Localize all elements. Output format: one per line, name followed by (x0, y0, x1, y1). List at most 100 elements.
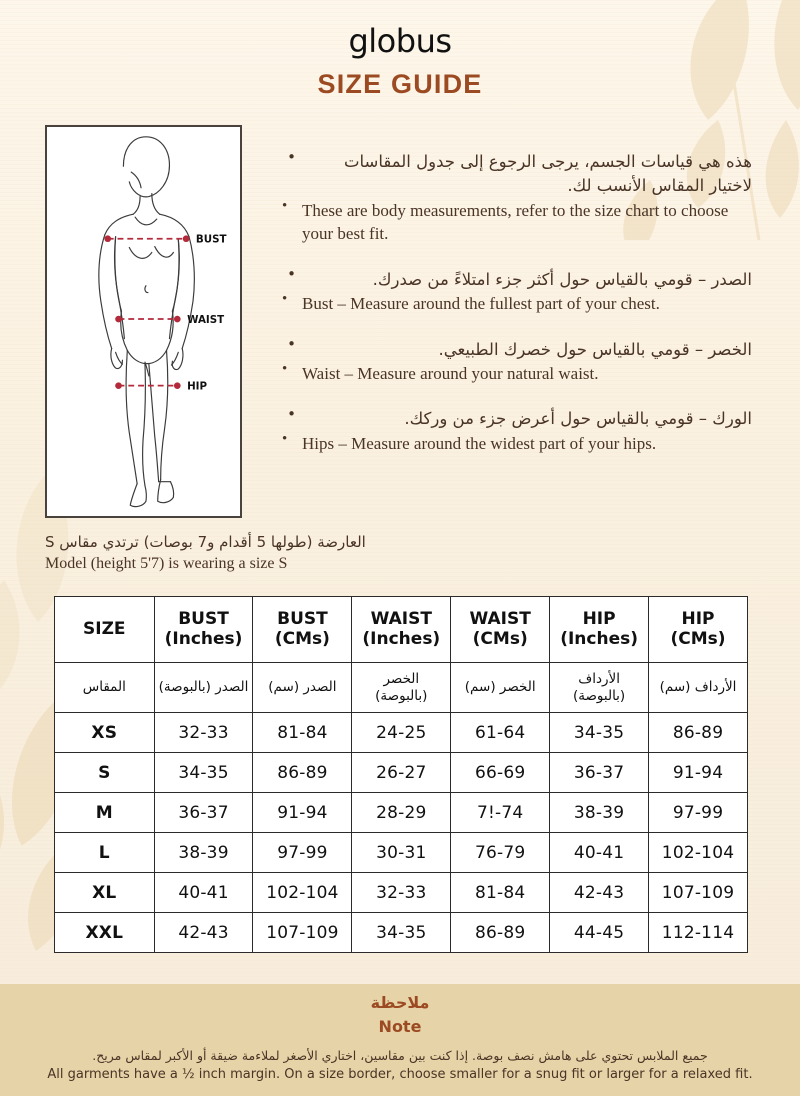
col-header-size: SIZE (54, 596, 155, 663)
col-header-line1: SIZE (83, 618, 126, 639)
cell-size: M (54, 792, 155, 833)
table-row: XXL 42-43 107-109 34-35 86-89 44-45 112-… (54, 912, 748, 953)
col-header-line2: (CMs) (274, 628, 330, 649)
cell-waist-inches: 34-35 (351, 912, 452, 953)
bullet-bust-ar: الصدر – قومي بالقياس حول أكثر جزء امتلاء… (282, 268, 752, 292)
col-header-line2: (Inches) (362, 628, 441, 649)
cell-bust-inches: 32-33 (153, 712, 254, 753)
col-header-line1: WAIST (469, 609, 531, 630)
cell-waist-inches: 30-31 (351, 832, 452, 873)
cell-size: S (54, 752, 155, 793)
instruction-group-waist: الخصر – قومي بالقياس حول خصرك الطبيعي. W… (282, 338, 752, 386)
bullet-waist-en: Waist – Measure around your natural wais… (282, 362, 752, 385)
cell-waist-cms: 86-89 (450, 912, 551, 953)
instruction-group-hips: الورك – قومي بالقياس حول أعرض جزء من ورك… (282, 407, 752, 455)
cell-size: XXL (54, 912, 155, 953)
col-header-waist-cms-ar: الخصر (سم) (450, 662, 551, 713)
bullet-intro-ar: هذه هي قياسات الجسم، يرجى الرجوع إلى جدو… (282, 150, 752, 199)
table-row: S 34-35 86-89 26-27 66-69 36-37 91-94 (54, 752, 748, 793)
col-header-line1: HIP (681, 609, 715, 630)
cell-size: XS (54, 712, 155, 753)
col-header-line1: WAIST (370, 609, 432, 630)
instruction-group-bust: الصدر – قومي بالقياس حول أكثر جزء امتلاء… (282, 268, 752, 316)
table-row: M 36-37 91-94 28-29 7!-74 38-39 97-99 (54, 792, 748, 833)
bust-label: BUST (196, 234, 227, 246)
cell-bust-inches: 38-39 (153, 832, 254, 873)
waist-label: WAIST (187, 314, 224, 326)
cell-hip-cms: 112-114 (648, 912, 748, 953)
cell-waist-inches: 24-25 (351, 712, 452, 753)
cell-bust-cms: 81-84 (252, 712, 353, 753)
hip-measure-line (115, 382, 181, 390)
bullet-text: الصدر – قومي بالقياس حول أكثر جزء امتلاء… (372, 269, 752, 289)
col-header-line2: (Inches) (164, 628, 243, 649)
table-row: L 38-39 97-99 30-31 76-79 40-41 102-104 (54, 832, 748, 873)
bullet-text: Bust – Measure around the fullest part o… (302, 294, 660, 314)
waist-measure-line (115, 315, 181, 323)
cell-bust-cms: 102-104 (252, 872, 353, 913)
col-header-hip-inches-ar: الأرداف (بالبوصة) (549, 662, 650, 713)
note-title-en: Note (378, 1017, 422, 1037)
cell-bust-cms: 97-99 (252, 832, 353, 873)
brand-logo: globus (348, 22, 452, 60)
col-header-hip-cms-ar: الأرداف (سم) (648, 662, 748, 713)
col-header-hip-inches: HIP (Inches) (549, 596, 650, 663)
cell-size: L (54, 832, 155, 873)
table-header-row-en: SIZE BUST (Inches) BUST (CMs) WAIST (Inc… (54, 596, 748, 663)
bullet-hips-ar: الورك – قومي بالقياس حول أعرض جزء من ورك… (282, 407, 752, 431)
col-header-bust-cms-ar: الصدر (سم) (252, 662, 353, 713)
cell-hip-cms: 86-89 (648, 712, 748, 753)
cell-hip-cms: 102-104 (648, 832, 748, 873)
col-header-waist-inches-ar: الخصر (بالبوصة) (351, 662, 452, 713)
note-title-ar: ملاحظة (370, 993, 430, 1012)
cell-hip-inches: 42-43 (549, 872, 650, 913)
cell-waist-cms: 66-69 (450, 752, 551, 793)
cell-waist-inches: 26-27 (351, 752, 452, 793)
col-header-waist-inches: WAIST (Inches) (351, 596, 452, 663)
cell-waist-cms: 7!-74 (450, 792, 551, 833)
bullet-dot-icon (282, 274, 296, 276)
bullet-hips-en: Hips – Measure around the widest part of… (282, 432, 752, 455)
cell-bust-inches: 40-41 (153, 872, 254, 913)
cell-size: XL (54, 872, 155, 913)
col-header-hip-cms: HIP (CMs) (648, 596, 748, 663)
cell-hip-inches: 44-45 (549, 912, 650, 953)
cell-hip-cms: 97-99 (648, 792, 748, 833)
col-header-size-ar: المقاس (54, 662, 155, 713)
bullet-text: الخصر – قومي بالقياس حول خصرك الطبيعي. (438, 339, 752, 359)
col-header-line2: (Inches) (560, 628, 638, 649)
cell-hip-inches: 34-35 (549, 712, 650, 753)
note-body-en: All garments have a ½ inch margin. On a … (47, 1067, 753, 1083)
bullet-intro-en: These are body measurements, refer to th… (282, 199, 752, 246)
page-title: SIZE GUIDE (317, 69, 483, 100)
bullet-text: Waist – Measure around your natural wais… (302, 363, 599, 383)
bullet-waist-ar: الخصر – قومي بالقياس حول خصرك الطبيعي. (282, 338, 752, 362)
cell-bust-inches: 36-37 (153, 792, 254, 833)
bullet-text: Hips – Measure around the widest part of… (302, 433, 657, 453)
cell-bust-inches: 34-35 (153, 752, 254, 793)
col-header-waist-cms: WAIST (CMs) (450, 596, 551, 663)
bullet-dot-icon (282, 344, 296, 346)
col-header-line1: HIP (582, 609, 616, 630)
cell-waist-inches: 32-33 (351, 872, 452, 913)
col-header-line1: BUST (277, 609, 328, 630)
cell-hip-inches: 36-37 (549, 752, 650, 793)
bullet-dot-icon (282, 157, 296, 159)
table-body: XS 32-33 81-84 24-25 61-64 34-35 86-89 S… (54, 712, 748, 953)
instruction-group-intro: هذه هي قياسات الجسم، يرجى الرجوع إلى جدو… (282, 150, 752, 246)
bullet-text: These are body measurements, refer to th… (302, 200, 729, 244)
col-header-bust-inches: BUST (Inches) (153, 596, 254, 663)
cell-hip-cms: 91-94 (648, 752, 748, 793)
bullet-bust-en: Bust – Measure around the fullest part o… (282, 292, 752, 315)
model-caption-ar: العارضة (طولها 5 أقدام و7 بوصات) ترتدي م… (45, 533, 366, 551)
size-chart-container: SIZE BUST (Inches) BUST (CMs) WAIST (Inc… (54, 596, 748, 953)
bullet-text: هذه هي قياسات الجسم، يرجى الرجوع إلى جدو… (343, 152, 752, 196)
model-caption-en: Model (height 5'7) is wearing a size S (45, 555, 288, 573)
col-header-bust-cms: BUST (CMs) (252, 596, 353, 663)
col-header-bust-inches-ar: الصدر (بالبوصة) (153, 662, 254, 713)
cell-bust-cms: 107-109 (252, 912, 353, 953)
col-header-line2: (CMs) (472, 628, 528, 649)
cell-waist-cms: 81-84 (450, 872, 551, 913)
cell-waist-inches: 28-29 (351, 792, 452, 833)
cell-hip-inches: 40-41 (549, 832, 650, 873)
